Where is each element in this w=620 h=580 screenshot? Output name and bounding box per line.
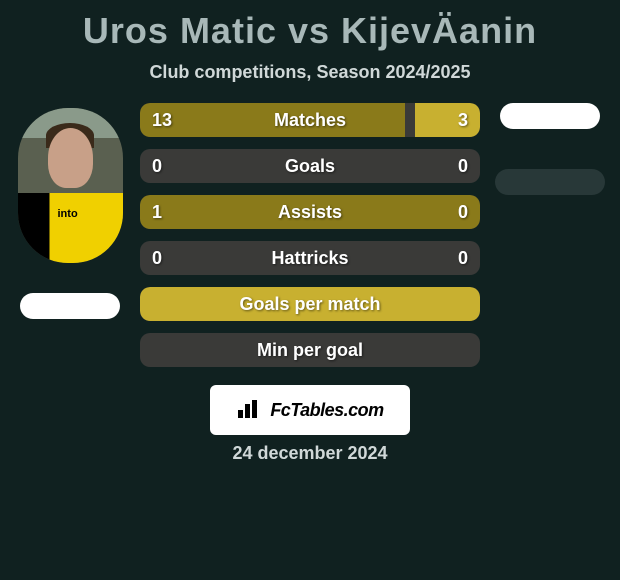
stat-label: Goals (285, 156, 335, 177)
stat-value-right: 0 (458, 202, 468, 223)
player-right-column (490, 103, 610, 195)
player-left-photo (18, 108, 123, 263)
player-left-column (10, 103, 130, 319)
stat-value-right: 0 (458, 156, 468, 177)
brand-badge[interactable]: FcTables.com (210, 385, 410, 435)
subtitle: Club competitions, Season 2024/2025 (0, 62, 620, 83)
stat-value-left: 1 (152, 202, 162, 223)
page-title: Uros Matic vs KijevÄanin (0, 0, 620, 62)
stat-value-left: 13 (152, 110, 172, 131)
player-right-name-pill-1 (500, 103, 600, 129)
stat-row-assists: 1 Assists 0 (140, 195, 480, 229)
stat-value-left: 0 (152, 248, 162, 269)
date-label: 24 december 2024 (0, 443, 620, 464)
brand-chart-icon (236, 400, 264, 420)
stat-label: Hattricks (271, 248, 348, 269)
stat-value-right: 3 (458, 110, 468, 131)
comparison-container: 13 Matches 3 0 Goals 0 1 Assists 0 0 Hat… (0, 103, 620, 379)
stat-value-left: 0 (152, 156, 162, 177)
stat-row-hattricks: 0 Hattricks 0 (140, 241, 480, 275)
stat-row-matches: 13 Matches 3 (140, 103, 480, 137)
stat-row-goals-per-match: Goals per match (140, 287, 480, 321)
stat-label: Goals per match (239, 294, 380, 315)
stats-column: 13 Matches 3 0 Goals 0 1 Assists 0 0 Hat… (130, 103, 490, 379)
stat-label: Matches (274, 110, 346, 131)
stat-label: Assists (278, 202, 342, 223)
stat-row-min-per-goal: Min per goal (140, 333, 480, 367)
stat-value-right: 0 (458, 248, 468, 269)
player-left-name-pill (20, 293, 120, 319)
brand-label: FcTables.com (270, 400, 383, 421)
stat-row-goals: 0 Goals 0 (140, 149, 480, 183)
player-right-name-pill-2 (495, 169, 605, 195)
stat-label: Min per goal (257, 340, 363, 361)
